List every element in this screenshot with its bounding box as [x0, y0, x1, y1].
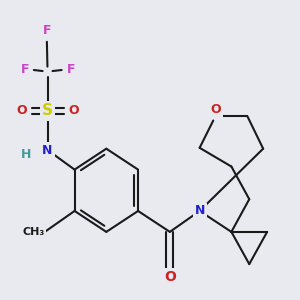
Text: F: F: [43, 24, 51, 37]
Text: N: N: [194, 205, 205, 218]
Text: O: O: [164, 270, 176, 284]
Text: S: S: [42, 103, 53, 118]
Text: F: F: [67, 63, 75, 76]
Text: O: O: [16, 104, 27, 117]
Text: F: F: [20, 63, 29, 76]
Text: H: H: [20, 148, 31, 161]
Text: O: O: [210, 103, 221, 116]
Text: CH₃: CH₃: [22, 227, 45, 237]
Text: N: N: [42, 143, 53, 157]
Text: O: O: [69, 104, 79, 117]
